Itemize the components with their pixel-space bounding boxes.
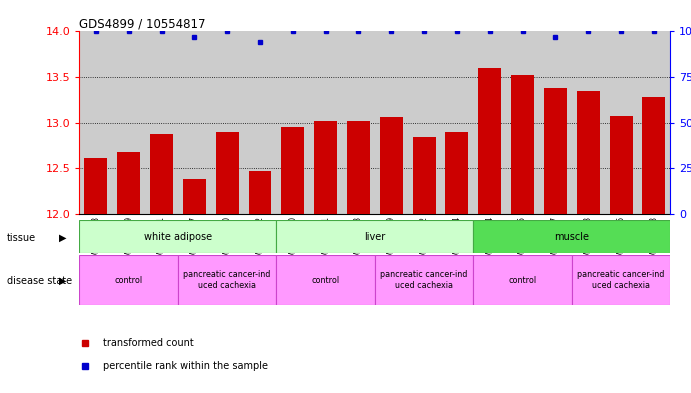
Bar: [309, 31, 342, 214]
Bar: [276, 31, 309, 214]
Text: liver: liver: [364, 232, 386, 242]
Bar: [249, 171, 272, 214]
Bar: [609, 116, 632, 214]
Bar: [478, 68, 501, 214]
Bar: [473, 31, 506, 214]
Bar: [216, 132, 238, 214]
Text: muscle: muscle: [554, 232, 589, 242]
Text: GDS4899 / 10554817: GDS4899 / 10554817: [79, 17, 206, 30]
Bar: [150, 134, 173, 214]
Text: disease state: disease state: [7, 276, 72, 286]
Text: pancreatic cancer-ind
uced cachexia: pancreatic cancer-ind uced cachexia: [578, 270, 665, 290]
Text: percentile rank within the sample: percentile rank within the sample: [103, 362, 268, 371]
Bar: [408, 31, 440, 214]
Bar: [539, 31, 571, 214]
Bar: [84, 158, 107, 214]
Bar: [117, 152, 140, 214]
Text: control: control: [312, 275, 340, 285]
Bar: [178, 31, 211, 214]
Bar: [511, 75, 534, 214]
Bar: [178, 255, 276, 305]
Bar: [79, 255, 178, 305]
Bar: [413, 138, 435, 214]
Text: transformed count: transformed count: [103, 338, 194, 348]
Bar: [276, 255, 375, 305]
Bar: [473, 255, 571, 305]
Bar: [571, 255, 670, 305]
Bar: [643, 97, 665, 214]
Text: control: control: [509, 275, 537, 285]
Bar: [112, 31, 145, 214]
Bar: [605, 31, 637, 214]
Bar: [637, 31, 670, 214]
Text: white adipose: white adipose: [144, 232, 212, 242]
Text: pancreatic cancer-ind
uced cachexia: pancreatic cancer-ind uced cachexia: [381, 270, 468, 290]
Bar: [342, 31, 375, 214]
Bar: [183, 180, 206, 214]
Text: control: control: [115, 275, 143, 285]
Bar: [79, 31, 112, 214]
Text: ▶: ▶: [59, 233, 66, 243]
Bar: [211, 31, 243, 214]
Text: pancreatic cancer-ind
uced cachexia: pancreatic cancer-ind uced cachexia: [184, 270, 271, 290]
Bar: [243, 31, 276, 214]
Text: tissue: tissue: [7, 233, 36, 243]
Bar: [473, 220, 670, 253]
Bar: [79, 220, 276, 253]
Bar: [375, 31, 408, 214]
Bar: [446, 132, 468, 214]
Bar: [276, 220, 473, 253]
Bar: [440, 31, 473, 214]
Bar: [571, 31, 605, 214]
Bar: [281, 127, 304, 214]
Bar: [145, 31, 178, 214]
Bar: [375, 255, 473, 305]
Bar: [544, 88, 567, 214]
Bar: [577, 91, 600, 214]
Bar: [380, 118, 403, 214]
Bar: [506, 31, 539, 214]
Text: ▶: ▶: [59, 276, 66, 286]
Bar: [314, 121, 337, 214]
Bar: [347, 121, 370, 214]
